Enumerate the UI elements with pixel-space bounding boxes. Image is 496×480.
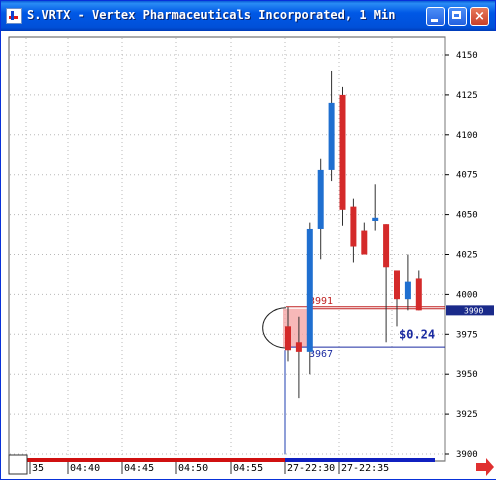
candle-body [383, 224, 390, 268]
candle-body [317, 169, 324, 229]
y-tick-label: 3925 [456, 410, 478, 420]
close-button[interactable]: × [470, 7, 489, 26]
candle-body [285, 326, 291, 351]
corner-box[interactable] [8, 454, 28, 475]
current-price-label: 3990 [464, 306, 483, 315]
minimize-icon [431, 19, 438, 22]
y-tick-label: 4075 [456, 171, 478, 181]
maximize-icon [452, 11, 461, 19]
current-price-tag [446, 305, 494, 316]
candle-body [295, 342, 302, 352]
measure-lower-label: 3967 [309, 349, 333, 360]
scroll-arrow-shape [476, 458, 494, 476]
y-tick-label: 4000 [456, 290, 478, 300]
candle-body [339, 94, 346, 210]
plot-area[interactable] [8, 36, 446, 462]
measure-difference-label: $0.24 [399, 327, 435, 341]
x-tick-label: 04:45 [124, 463, 154, 474]
session-bar-previous [27, 458, 285, 462]
close-icon: × [474, 9, 485, 24]
chart-app-icon [6, 8, 22, 24]
maximize-button[interactable] [448, 7, 467, 26]
candle-body [372, 217, 379, 221]
y-tick-label: 4150 [456, 51, 478, 61]
measure-upper-label: 3991 [309, 296, 333, 307]
minimize-button[interactable] [426, 7, 445, 26]
x-tick-label: 35 [32, 463, 44, 474]
y-tick-label: 4025 [456, 251, 478, 261]
candle-body [361, 230, 368, 255]
candle-body [328, 102, 335, 170]
grid [10, 38, 444, 459]
session-bar-current [285, 458, 435, 462]
y-tick-label: 3975 [456, 330, 478, 340]
y-tick-label: 4050 [456, 211, 478, 221]
title-bar[interactable]: S.VRTX - Vertex Pharmaceuticals Incorpor… [1, 1, 495, 31]
candle-body [404, 281, 411, 300]
x-tick-label: 27-22:30 [287, 463, 335, 474]
candle-body [306, 228, 313, 352]
y-tick-label: 3950 [456, 370, 478, 380]
y-tick-label: 3900 [456, 450, 478, 460]
x-tick-label: 04:55 [233, 463, 263, 474]
x-tick-label: 04:50 [178, 463, 208, 474]
candle-body [350, 206, 357, 247]
x-tick-label: 04:40 [70, 463, 100, 474]
x-tick-label: 27-22:35 [341, 463, 389, 474]
scroll-right-arrow-icon[interactable] [476, 458, 494, 476]
y-tick-label: 4100 [456, 131, 478, 141]
y-tick-label: 4125 [456, 91, 478, 101]
measure-arc [262, 307, 287, 349]
candle-body [394, 270, 400, 300]
window-title: S.VRTX - Vertex Pharmaceuticals Incorpor… [27, 8, 396, 22]
price-chart[interactable]: 3991 3967 $0.24 3900 3925 3950 3975 4000 4025 40… [2, 31, 496, 479]
candle-body [415, 278, 422, 311]
